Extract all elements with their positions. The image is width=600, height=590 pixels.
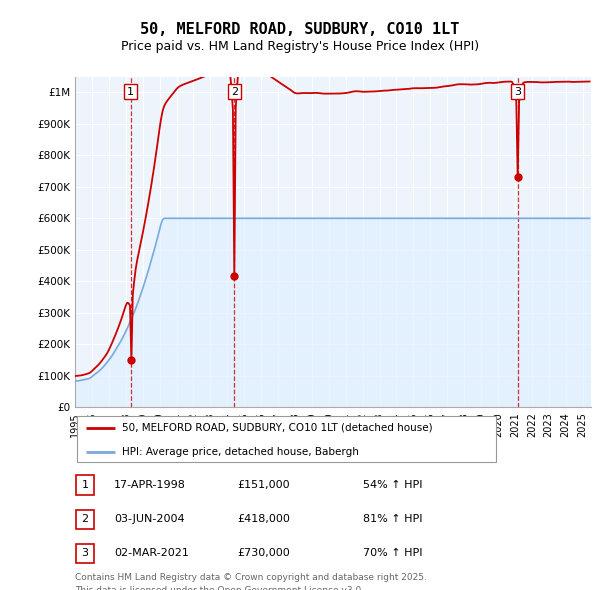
Text: 50, MELFORD ROAD, SUDBURY, CO10 1LT (detached house): 50, MELFORD ROAD, SUDBURY, CO10 1LT (det… — [122, 423, 432, 433]
Text: 50, MELFORD ROAD, SUDBURY, CO10 1LT: 50, MELFORD ROAD, SUDBURY, CO10 1LT — [140, 22, 460, 37]
Text: 17-APR-1998: 17-APR-1998 — [114, 480, 186, 490]
Text: 2: 2 — [231, 87, 238, 97]
Text: 3: 3 — [514, 87, 521, 97]
Text: Price paid vs. HM Land Registry's House Price Index (HPI): Price paid vs. HM Land Registry's House … — [121, 40, 479, 53]
Text: £151,000: £151,000 — [237, 480, 290, 490]
Text: 3: 3 — [82, 549, 88, 558]
FancyBboxPatch shape — [76, 510, 94, 529]
Text: £730,000: £730,000 — [237, 549, 290, 558]
FancyBboxPatch shape — [76, 544, 94, 563]
Text: 1: 1 — [82, 480, 88, 490]
Text: 70% ↑ HPI: 70% ↑ HPI — [363, 549, 422, 558]
Text: 03-JUN-2004: 03-JUN-2004 — [114, 514, 185, 524]
Text: Contains HM Land Registry data © Crown copyright and database right 2025.
This d: Contains HM Land Registry data © Crown c… — [75, 573, 427, 590]
Text: 02-MAR-2021: 02-MAR-2021 — [114, 549, 189, 558]
Text: 54% ↑ HPI: 54% ↑ HPI — [363, 480, 422, 490]
FancyBboxPatch shape — [76, 476, 94, 494]
FancyBboxPatch shape — [77, 416, 496, 462]
Text: 1: 1 — [127, 87, 134, 97]
Text: £418,000: £418,000 — [237, 514, 290, 524]
Text: HPI: Average price, detached house, Babergh: HPI: Average price, detached house, Babe… — [122, 447, 358, 457]
Text: 2: 2 — [82, 514, 88, 524]
Text: 81% ↑ HPI: 81% ↑ HPI — [363, 514, 422, 524]
